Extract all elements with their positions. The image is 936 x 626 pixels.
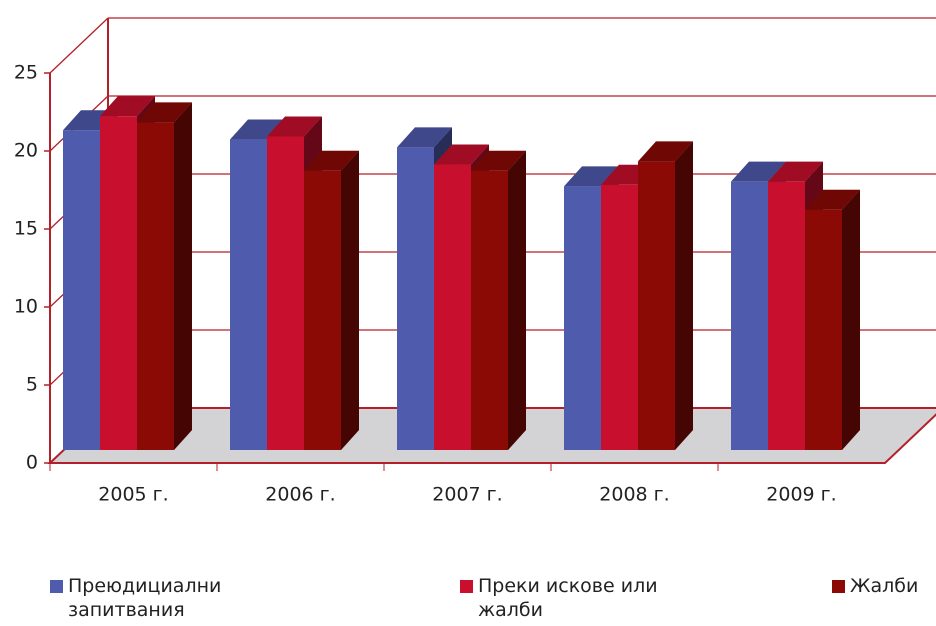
y-tick-label: 25 (14, 62, 38, 84)
bar-top (397, 127, 452, 148)
bar-top-shade (471, 150, 526, 171)
bar-top-shade (638, 141, 693, 162)
bar-top-shade (100, 96, 155, 117)
bar-front (63, 130, 100, 450)
legend-item: Преюдициални запитвания (50, 574, 298, 622)
y-tick-label: 20 (14, 140, 38, 162)
legend-label: Преки искове или жалби (478, 575, 658, 621)
bar-top-shade (304, 150, 359, 171)
bar-top (267, 116, 322, 137)
bar-top (434, 144, 489, 165)
x-tick-label: 2008 г. (599, 484, 669, 506)
bar-side-shade (508, 150, 526, 450)
bar-top (638, 141, 693, 162)
bar-side-shade (675, 141, 693, 450)
bar-top-shade (434, 144, 489, 165)
bar-front (267, 136, 304, 450)
bar-front (397, 147, 434, 451)
bar-top (805, 189, 860, 210)
bar-top-shade (731, 161, 786, 182)
bar-top-shade (397, 127, 452, 148)
bar-front (434, 164, 471, 450)
bar-top-shade (137, 102, 192, 123)
x-tick-label: 2006 г. (265, 484, 335, 506)
bar (805, 189, 860, 450)
bar-top (304, 150, 359, 171)
x-tick-label: 2005 г. (98, 484, 168, 506)
legend-label: Преюдициални запитвания (68, 575, 222, 621)
bar-top (471, 150, 526, 171)
y-tick-label: 10 (14, 296, 38, 318)
bar-front (601, 184, 638, 451)
bar-top (731, 161, 786, 182)
bar (638, 141, 693, 450)
y-tick-label: 15 (14, 218, 38, 240)
bar-side-shade (341, 150, 359, 450)
bar-front (638, 161, 675, 450)
bar (304, 150, 359, 450)
legend-swatch (460, 580, 473, 593)
bar-top-shade (768, 161, 823, 182)
bar-front (768, 181, 805, 450)
bar-top (137, 102, 192, 123)
bar-side-shade (174, 102, 192, 451)
y-tick-label: 0 (26, 452, 38, 474)
legend-item: Преки искове или жалби (460, 574, 678, 622)
bar-side-shade (842, 189, 860, 450)
bar-top (100, 96, 155, 117)
bar-front (731, 181, 768, 450)
bar-front (230, 139, 267, 450)
bar-front (137, 122, 174, 451)
legend-swatch (50, 580, 63, 593)
bar (137, 102, 192, 451)
bar-front (304, 170, 341, 450)
y-tick-label: 5 (26, 374, 38, 396)
x-tick-label: 2007 г. (432, 484, 502, 506)
legend-swatch (832, 580, 845, 593)
bar-top-shade (805, 189, 860, 210)
bar (471, 150, 526, 450)
legend-label: Жалби (850, 575, 919, 597)
bar-front (805, 209, 842, 450)
x-tick-label: 2009 г. (766, 484, 836, 506)
bar-top-shade (267, 116, 322, 137)
bar-top (768, 161, 823, 182)
grid-line (49, 17, 109, 74)
bar-front (471, 170, 508, 450)
bar-front (100, 116, 137, 450)
bar-front (564, 186, 601, 451)
legend-item: Жалби (832, 574, 936, 598)
